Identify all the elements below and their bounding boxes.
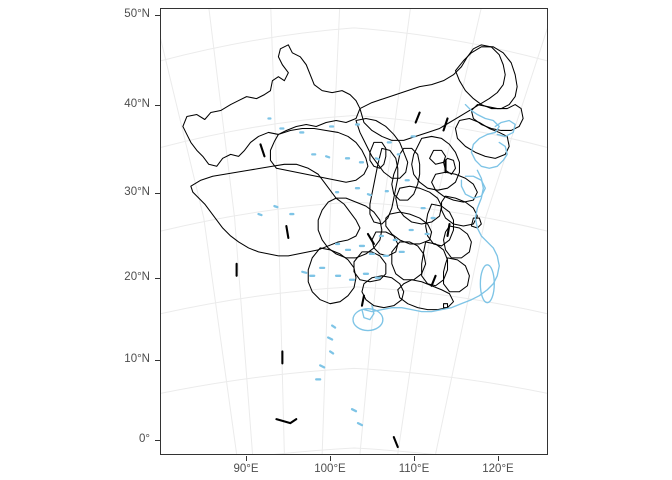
boundary-jiangsu [441,195,478,227]
nine-dash-line-layer [235,111,451,449]
south-china-sea-islands [257,117,436,427]
coastline-taiwan [479,264,495,304]
boundary-heilongjiang [454,46,518,110]
coastline-shandong [460,175,486,199]
boundary-jiangxi [421,241,449,287]
x-tick-mark-100e [330,456,332,461]
graticule-parallel-20n [161,286,547,315]
nine-dash-segment-3 [446,222,451,238]
graticule-layer [161,9,547,454]
boundary-hunan [391,241,427,281]
boundary-hebei [411,135,460,191]
y-tick-mark-50n [155,15,160,17]
y-tick-label-10n: 10°N [124,353,150,365]
graticule-meridian-90e [208,9,254,454]
coastline-mainland [363,103,508,313]
boundary-xinjiang [182,44,361,167]
boundary-qinghai [269,127,369,183]
boundary-yunnan [307,247,357,305]
boundary-henan [395,185,443,225]
graticule-meridian-110e [321,9,341,454]
y-tick-mark-40n [155,105,160,107]
nine-dash-segment-11 [275,418,298,425]
graticule-meridian-100e [270,9,285,454]
x-tick-label-100e: 100°E [314,463,346,475]
nine-dash-segment-1 [360,294,365,307]
boundary-tibet [190,163,361,257]
boundary-hongkong [443,303,449,309]
x-tick-mark-110e [414,456,416,461]
graticule-meridian-130e [397,9,482,454]
x-tick-mark-90e [246,456,248,461]
boundary-liaoning [454,117,510,159]
boundary-inner-mongolia [359,44,506,141]
x-tick-label-110e: 110°E [398,463,430,475]
y-tick-label-20n: 20°N [124,271,150,283]
boundary-shandong [431,171,478,203]
coastline-layer [257,103,516,427]
boundary-shaanxi [369,147,399,225]
graticule-parallel-30n [161,201,547,232]
nine-dash-segment-2 [430,274,437,287]
nine-dash-segment-6 [414,111,421,124]
boundary-hubei [385,211,433,245]
boundary-chongqing [371,231,399,257]
boundary-guizhou [353,251,387,283]
graticule-meridian-80e [161,38,238,454]
y-tick-mark-20n [155,278,160,280]
nine-dash-segment-9 [285,224,290,240]
graticule-parallel-10n [161,367,547,394]
nine-dash-segment-7 [366,232,375,245]
nine-dash-segment-5 [442,117,449,132]
boundary-anhui [425,203,455,247]
coastline-hainan [352,307,384,332]
y-tick-label-50n: 50°N [124,8,150,20]
y-tick-mark-0 [155,440,160,442]
boundary-guangxi [361,275,405,309]
y-tick-mark-10n [155,360,160,362]
boundary-jilin [470,104,524,131]
boundary-zhejiang [443,225,472,259]
y-tick-label-0: 0° [139,433,150,445]
boundary-guangdong [397,279,455,311]
boundary-fujian [443,257,470,293]
x-tick-label-90e: 90°E [233,463,259,475]
graticule-parallel-40n [161,115,547,148]
map-canvas [161,9,547,454]
boundary-sichuan [317,197,383,259]
boundary-ningxia [369,141,387,169]
graticule-meridian-140e [435,27,547,454]
graticule-parallel-0 [274,447,435,454]
graticule-parallel-50n [161,27,547,62]
x-tick-label-120e: 120°E [482,463,514,475]
y-tick-label-30n: 30°N [124,186,150,198]
boundary-shanghai [470,217,482,229]
coastline-leizhou [361,304,375,321]
nine-dash-segment-12 [392,436,399,449]
boundary-shanxi [391,147,421,201]
y-tick-label-40n: 40°N [124,98,150,110]
boundary-tianjin [443,157,456,175]
coastline-liaodong [494,119,516,138]
boundary-gansu [355,117,409,179]
graticule-meridian-120e [359,9,411,454]
y-tick-mark-30n [155,193,160,195]
china-boundaries-layer [182,44,524,311]
nine-dash-segment-8 [259,143,266,158]
map-panel[interactable] [160,8,548,455]
x-tick-mark-120e [498,456,500,461]
